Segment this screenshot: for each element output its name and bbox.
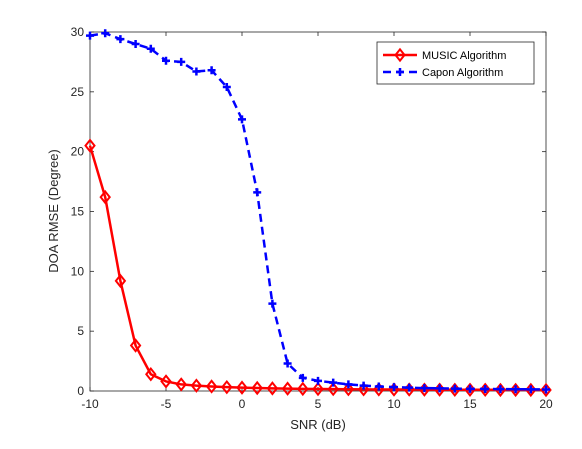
data-point [314, 376, 322, 385]
x-tick-label: 15 [463, 397, 477, 411]
data-point [342, 381, 355, 397]
y-tick-label: 10 [71, 264, 85, 278]
data-point [221, 379, 233, 395]
data-point [114, 273, 127, 289]
legend-item: Capon Algorithm [383, 67, 503, 79]
data-point [542, 385, 550, 394]
data-point [175, 377, 187, 392]
y-tick-label: 5 [77, 324, 84, 338]
data-point [481, 384, 490, 393]
data-point [192, 67, 201, 76]
data-point [268, 299, 277, 308]
x-tick-label: 0 [239, 397, 246, 411]
y-tick-label: 25 [71, 85, 85, 99]
data-point [129, 338, 142, 353]
legend: MUSIC Algorithm Capon Algorithm [376, 41, 535, 85]
y-tick-label: 0 [77, 384, 84, 398]
data-point [84, 138, 96, 153]
x-tick-label: 5 [315, 397, 322, 411]
legend-item: MUSIC Algorithm [383, 47, 506, 63]
plot-box [89, 31, 547, 392]
y-axis-ticks: 0 5 10 15 20 25 30 [71, 25, 546, 398]
x-tick-label: -5 [161, 397, 172, 411]
data-point [327, 381, 339, 397]
data-point [205, 379, 218, 394]
data-point [297, 381, 309, 397]
data-point [511, 385, 520, 394]
data-point [101, 29, 110, 38]
x-tick-label: 20 [539, 397, 553, 411]
data-point [116, 35, 125, 44]
data-point [190, 378, 203, 393]
data-point [146, 44, 155, 53]
legend-marker [394, 47, 406, 63]
data-point [329, 378, 338, 387]
data-point [283, 359, 292, 368]
data-point [298, 373, 307, 382]
y-tick-label: 30 [71, 25, 85, 39]
data-point [357, 382, 370, 397]
x-tick-label: -10 [81, 397, 99, 411]
data-point [466, 384, 474, 393]
data-point [266, 381, 279, 396]
data-point [281, 381, 294, 396]
data-point [207, 66, 216, 75]
legend-marker [396, 68, 404, 76]
data-point [238, 115, 246, 124]
plot-area: -10 -5 0 5 10 15 20 0 5 10 15 20 25 30 [71, 25, 553, 411]
y-tick-label: 20 [71, 145, 85, 159]
data-point [450, 384, 459, 393]
data-point [374, 382, 383, 391]
x-axis-label: SNR (dB) [290, 417, 346, 432]
data-point [525, 382, 537, 398]
x-tick-label: 10 [387, 397, 401, 411]
legend-label: Capon Algorithm [422, 67, 503, 79]
data-point [251, 380, 263, 396]
data-point [344, 380, 353, 389]
data-point [253, 188, 262, 197]
data-point [435, 384, 444, 393]
legend-label: MUSIC Algorithm [422, 50, 506, 62]
data-point [236, 380, 248, 395]
data-point [99, 189, 111, 205]
data-point [222, 83, 231, 92]
data-point [359, 381, 368, 390]
legend-box [376, 41, 535, 85]
data-point [160, 374, 172, 389]
legend-items: MUSIC Algorithm Capon Algorithm [383, 47, 506, 79]
data-point [86, 31, 94, 40]
y-axis-label: DOA RMSE (Degree) [46, 149, 61, 273]
series-2 [86, 29, 550, 394]
data-point [162, 56, 170, 65]
series-layer [84, 29, 552, 398]
data-point [496, 385, 505, 394]
data-point [177, 57, 186, 66]
data-point [526, 385, 535, 394]
data-point [312, 381, 324, 397]
data-point [390, 383, 398, 392]
data-point [540, 382, 552, 398]
data-point [145, 367, 157, 382]
data-point [131, 39, 140, 48]
data-point [405, 383, 414, 392]
data-point [420, 384, 429, 393]
y-tick-label: 15 [71, 205, 85, 219]
